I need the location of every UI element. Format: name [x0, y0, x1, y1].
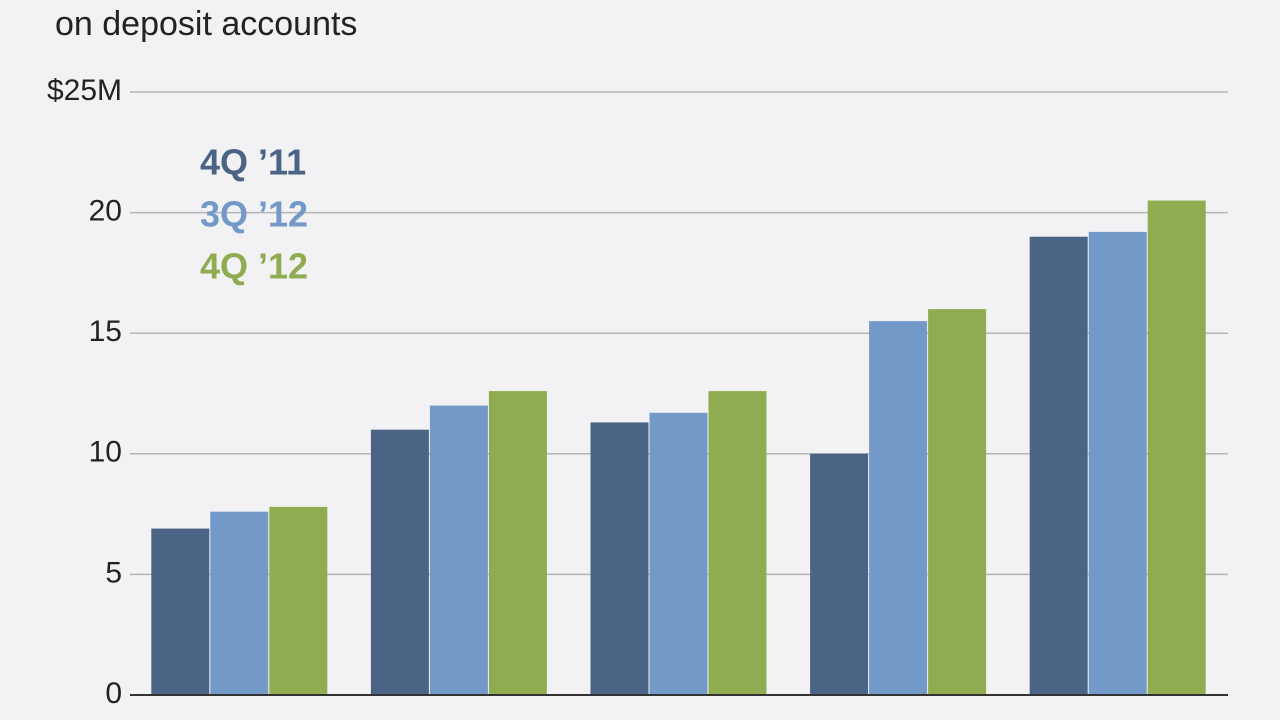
bar — [810, 453, 869, 695]
bar — [708, 391, 767, 695]
bar — [151, 528, 210, 695]
bar — [1029, 236, 1088, 695]
bar — [488, 391, 547, 695]
bar — [869, 321, 928, 695]
y-tick-label: 5 — [105, 556, 122, 589]
y-tick-label: 0 — [105, 677, 122, 710]
chart-title: on deposit accounts — [55, 5, 357, 43]
bar — [928, 309, 987, 695]
bar — [269, 506, 328, 695]
legend-label: 4Q ’11 — [200, 142, 306, 183]
bar — [590, 422, 649, 695]
legend-label: 4Q ’12 — [200, 246, 308, 287]
legend-label: 3Q ’12 — [200, 194, 308, 235]
bar — [370, 429, 429, 695]
bar — [649, 412, 708, 695]
bar — [1088, 231, 1147, 695]
bar — [210, 511, 269, 695]
y-tick-label: 20 — [89, 195, 122, 228]
y-tick-label: $25M — [47, 74, 122, 107]
y-tick-label: 10 — [89, 436, 122, 469]
y-tick-label: 15 — [89, 315, 122, 348]
bar — [429, 405, 488, 695]
bar — [1147, 200, 1206, 696]
